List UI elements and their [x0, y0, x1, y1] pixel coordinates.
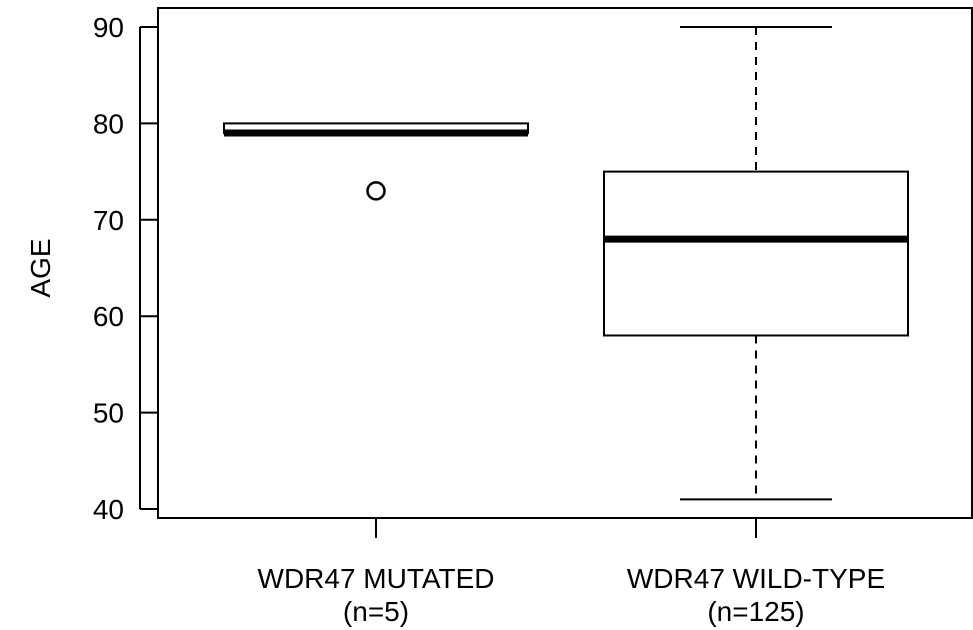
y-tick-label: 60	[93, 301, 124, 332]
x-category-label: WDR47 WILD-TYPE	[627, 563, 885, 594]
x-category-label: WDR47 MUTATED	[258, 563, 495, 594]
y-tick-label: 40	[93, 494, 124, 525]
y-tick-label: 70	[93, 205, 124, 236]
y-tick-label: 90	[93, 12, 124, 43]
x-category-count: (n=125)	[707, 596, 804, 627]
y-axis-label: AGE	[25, 238, 56, 297]
x-category-count: (n=5)	[343, 596, 409, 627]
iqr-box	[603, 170, 909, 337]
y-tick-label: 50	[93, 398, 124, 429]
y-tick-label: 80	[93, 108, 124, 139]
outlier-point	[366, 181, 386, 201]
plot-frame	[157, 7, 973, 519]
box-group	[223, 122, 529, 201]
box-group	[603, 26, 909, 501]
